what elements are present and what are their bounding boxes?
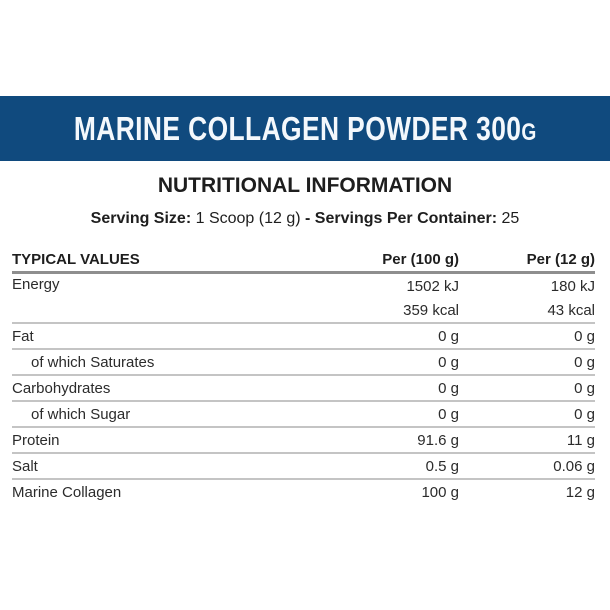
row-label: Marine Collagen: [12, 483, 122, 501]
header-typical-values: TYPICAL VALUES: [12, 251, 140, 268]
row-label: of which Sugar: [31, 405, 131, 423]
title-banner: MARINE COLLAGEN POWDER 300G: [0, 96, 610, 161]
product-title: MARINE COLLAGEN POWDER 300G: [74, 110, 537, 148]
product-title-unit: G: [521, 118, 537, 146]
value-per-serving: 0.06 g: [553, 457, 595, 475]
row-label: of which Saturates: [31, 353, 155, 371]
serving-size-value: 1 Scoop (12 g): [195, 210, 301, 227]
table-row-energy: Energy 1502 kJ 359 kcal 180 kJ 43 kcal: [12, 274, 595, 324]
value-per-100g: 0 g: [438, 405, 459, 423]
serving-size-label: Serving Size:: [90, 210, 192, 227]
table-row: Marine Collagen 100 g 12 g: [12, 480, 595, 504]
servings-per-container-value: 25: [501, 210, 520, 227]
value-per-100g: 0.5 g: [425, 457, 459, 475]
row-label: Salt: [12, 457, 38, 475]
table-row: of which Sugar 0 g 0 g: [12, 402, 595, 428]
section-heading: NUTRITIONAL INFORMATION: [157, 174, 453, 197]
value-per-100g: 91.6 g: [417, 431, 459, 449]
header-per-100g: Per (100 g): [382, 251, 459, 268]
table-row: Protein 91.6 g 11 g: [12, 428, 595, 454]
nutrition-table: TYPICAL VALUES Per (100 g) Per (12 g) En…: [12, 248, 595, 504]
energy-kj-per-serving: 180 kJ: [550, 277, 595, 295]
value-per-serving: 0 g: [574, 379, 595, 397]
value-per-100g: 0 g: [438, 353, 459, 371]
value-per-serving: 0 g: [574, 405, 595, 423]
value-per-serving: 0 g: [574, 327, 595, 345]
energy-per-100g: 1502 kJ 359 kcal: [309, 274, 459, 322]
value-per-serving: 11 g: [566, 431, 595, 449]
table-row: Carbohydrates 0 g 0 g: [12, 376, 595, 402]
serving-separator: -: [305, 210, 311, 227]
energy-kcal-per-serving: 43 kcal: [547, 301, 595, 319]
table-header: TYPICAL VALUES Per (100 g) Per (12 g): [12, 248, 595, 274]
value-per-serving: 12 g: [565, 483, 595, 501]
row-label: Protein: [12, 431, 60, 449]
servings-per-container-label: Servings Per Container:: [314, 210, 498, 227]
table-row: Fat 0 g 0 g: [12, 324, 595, 350]
serving-info: Serving Size: 1 Scoop (12 g) - Servings …: [0, 210, 610, 228]
product-title-main: MARINE COLLAGEN POWDER 300: [73, 109, 522, 147]
value-per-100g: 0 g: [438, 327, 459, 345]
header-per-serving: Per (12 g): [526, 251, 595, 268]
value-per-100g: 100 g: [421, 483, 459, 501]
value-per-serving: 0 g: [574, 353, 595, 371]
energy-kcal-per-100g: 359 kcal: [403, 301, 459, 319]
table-row: of which Saturates 0 g 0 g: [12, 350, 595, 376]
table-row: Salt 0.5 g 0.06 g: [12, 454, 595, 480]
row-label: Fat: [12, 327, 34, 345]
energy-kj-per-100g: 1502 kJ: [406, 277, 459, 295]
row-label: Carbohydrates: [12, 379, 111, 397]
value-per-100g: 0 g: [438, 379, 459, 397]
row-label: Energy: [12, 276, 60, 293]
energy-per-serving: 180 kJ 43 kcal: [459, 274, 595, 322]
